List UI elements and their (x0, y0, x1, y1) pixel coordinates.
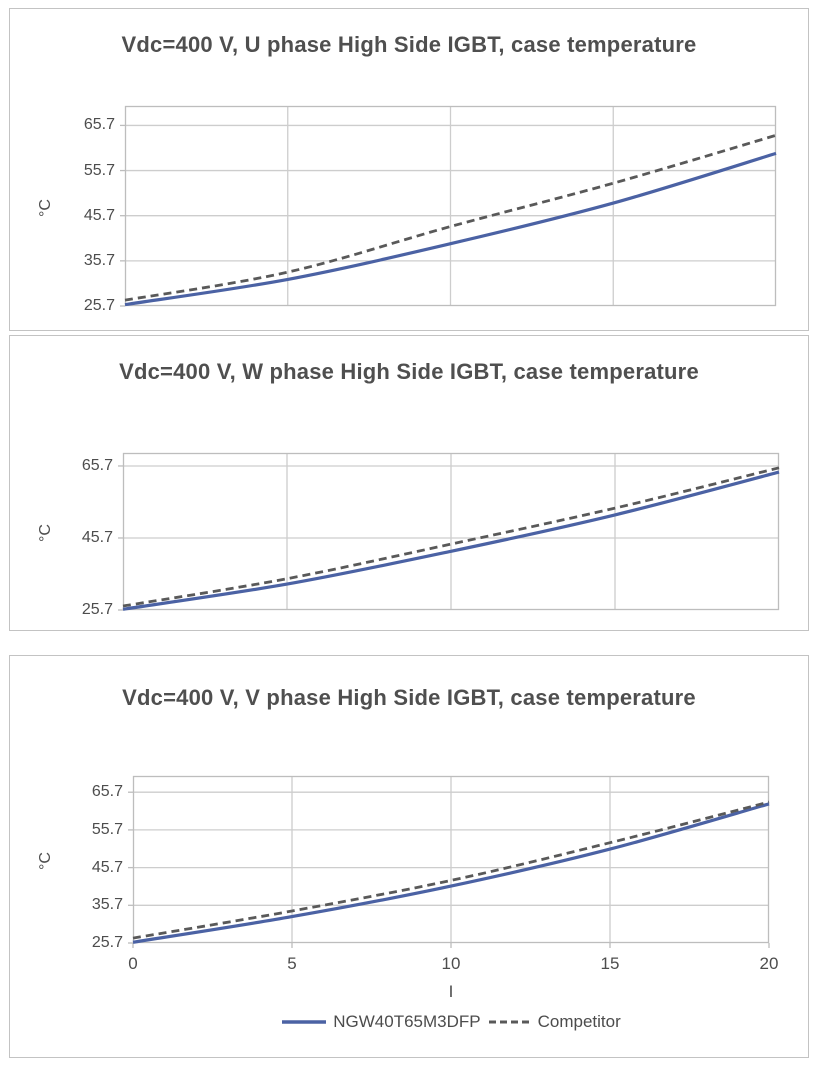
y-tick-label: 45.7 (81, 528, 113, 546)
plot-area-u-phase (120, 105, 777, 307)
legend-swatch-solid-line-icon (282, 1020, 327, 1024)
series-line-competitor (122, 466, 780, 608)
series-line-competitor (124, 133, 777, 302)
plot-area-w-phase (118, 452, 780, 611)
chart-title-v-phase: Vdc=400 V, V phase High Side IGBT, case … (122, 685, 696, 710)
x-tick-label: 20 (759, 954, 779, 973)
legend-label: NGW40T65M3DFP (333, 1012, 481, 1031)
x-tick-label: 15 (600, 954, 620, 973)
y-tick-label: 35.7 (91, 896, 123, 914)
chart-title-u-phase: Vdc=400 V, U phase High Side IGBT, case … (121, 32, 697, 57)
chart-title-w-phase: Vdc=400 V, W phase High Side IGBT, case … (119, 359, 699, 384)
plot-area-v-phase (128, 775, 770, 948)
series-line-competitor (132, 800, 770, 940)
y-tick-label: 55.7 (83, 161, 115, 179)
y-tick-label: 25.7 (83, 297, 115, 314)
x-tick-label: 5 (287, 954, 297, 973)
series-line-ngw40t65m3dfp (122, 470, 780, 611)
y-tick-label: 65.7 (81, 456, 113, 474)
y-tick-label: 65.7 (91, 783, 123, 801)
x-tick-label: 10 (441, 954, 461, 973)
plot-border (122, 452, 780, 611)
chart-panel-v-phase: Vdc=400 V, V phase High Side IGBT, case … (9, 655, 809, 1058)
y-tick-label: 55.7 (91, 820, 123, 838)
chart-panel-u-phase: Vdc=400 V, U phase High Side IGBT, case … (9, 8, 809, 331)
y-tick-label: 65.7 (83, 116, 115, 134)
y-tick-label: 45.7 (83, 206, 115, 224)
plot-border (132, 775, 770, 944)
plot-border (124, 105, 777, 307)
y-tick-label: 25.7 (91, 934, 123, 951)
chart-panel-w-phase: Vdc=400 V, W phase High Side IGBT, case … (9, 335, 809, 631)
x-axis-title: I (448, 982, 454, 1001)
legend-swatch-dashed-line-icon (488, 1020, 531, 1024)
chart-legend: NGW40T65M3DFP Competitor (133, 1010, 769, 1034)
y-tick-label: 45.7 (91, 858, 123, 876)
legend-item-ngw40t65m3dfp: NGW40T65M3DFP (281, 1012, 481, 1032)
legend-item-competitor: Competitor (488, 1012, 621, 1032)
series-line-ngw40t65m3dfp (132, 802, 770, 944)
y-axis-title: °C (37, 852, 54, 870)
y-tick-label: 25.7 (81, 601, 113, 618)
series-line-ngw40t65m3dfp (124, 151, 777, 307)
y-tick-label: 35.7 (83, 251, 115, 269)
x-tick-label: 0 (128, 954, 138, 973)
legend-label: Competitor (537, 1012, 621, 1031)
